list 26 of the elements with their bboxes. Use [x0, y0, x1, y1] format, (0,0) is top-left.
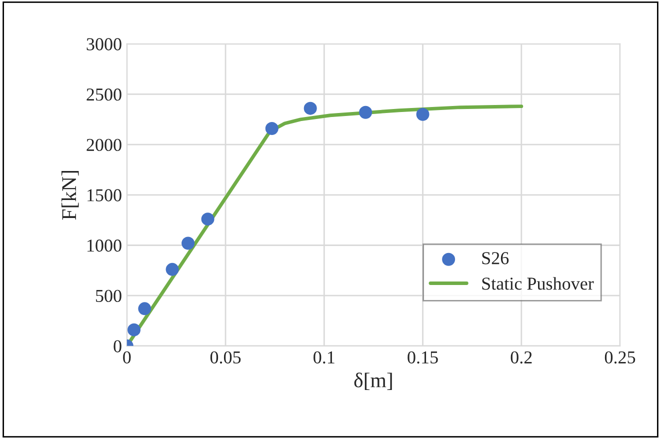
- x-tick-label: 0: [123, 351, 131, 364]
- x-tick-label: 0.25: [604, 351, 636, 364]
- x-tick-label: 0.1: [314, 351, 334, 364]
- point: [138, 302, 152, 316]
- y-axis-title: F[kN]: [61, 171, 79, 220]
- point: [265, 122, 278, 135]
- y-tick-label: 3000: [86, 38, 122, 50]
- legend-label: Static Pushover: [482, 277, 594, 290]
- y-tick-label: 0: [114, 340, 122, 352]
- point: [182, 236, 195, 250]
- x-tick-label: 0.2: [510, 351, 532, 364]
- x-tick-label: 0.05: [210, 351, 241, 364]
- legend-label: S26: [482, 252, 509, 264]
- point: [359, 106, 372, 119]
- y-tick-label: 500: [96, 290, 122, 302]
- point: [128, 323, 141, 336]
- point: [416, 108, 430, 121]
- y-tick-label: 2500: [86, 88, 122, 101]
- point: [304, 102, 317, 115]
- y-tick-label: 1000: [88, 240, 122, 252]
- x-tick-label: 0.15: [408, 351, 438, 364]
- point: [201, 212, 214, 226]
- y-tick-label: 2000: [86, 138, 122, 152]
- y-tick-label: 1500: [88, 189, 122, 202]
- x-axis-title: δ[m]: [354, 372, 392, 390]
- point: [166, 262, 179, 276]
